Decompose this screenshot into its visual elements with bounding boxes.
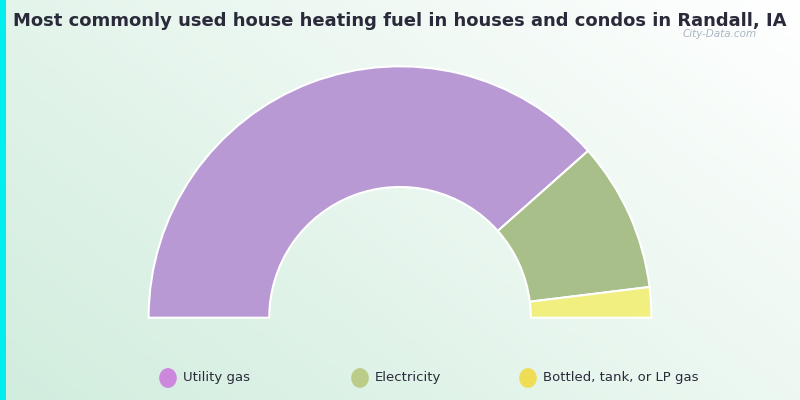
Text: Most commonly used house heating fuel in houses and condos in Randall, IA: Most commonly used house heating fuel in… — [14, 12, 786, 30]
Wedge shape — [530, 287, 651, 318]
Wedge shape — [149, 66, 588, 318]
Text: Electricity: Electricity — [375, 372, 442, 384]
Wedge shape — [498, 151, 650, 302]
Text: Utility gas: Utility gas — [183, 372, 250, 384]
Text: Bottled, tank, or LP gas: Bottled, tank, or LP gas — [543, 372, 698, 384]
Ellipse shape — [159, 368, 177, 388]
Text: City-Data.com: City-Data.com — [683, 28, 757, 38]
Ellipse shape — [351, 368, 369, 388]
Ellipse shape — [519, 368, 537, 388]
